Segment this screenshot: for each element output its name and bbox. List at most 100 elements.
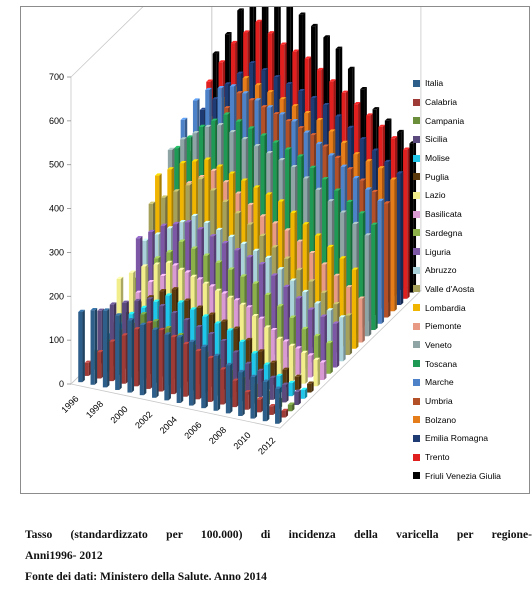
bar <box>307 381 314 393</box>
legend-swatch <box>413 154 420 162</box>
legend-swatch <box>413 472 420 480</box>
legend-label: Campania <box>425 115 465 126</box>
legend-swatch <box>413 341 420 349</box>
legend-swatch <box>413 416 420 424</box>
bar <box>345 313 353 356</box>
legend-item: Lombardia <box>413 298 532 317</box>
bar <box>213 353 221 411</box>
legend-label: Valle d'Aosta <box>425 283 475 294</box>
bar <box>377 198 385 324</box>
y-axis-ticks: 0 100 200 300 400 500 600 700 <box>49 72 71 389</box>
bar <box>96 350 104 379</box>
bar <box>319 360 327 381</box>
bar <box>339 315 346 362</box>
x-tick-label: 2008 <box>207 425 228 446</box>
bar <box>351 267 359 349</box>
bar <box>195 348 202 400</box>
legend-item: Calabria <box>413 93 532 112</box>
legend-item: Molise <box>413 149 532 168</box>
bar <box>281 382 289 403</box>
x-tick-label: 2000 <box>109 404 130 425</box>
legend-label: Emilia Romagna <box>425 433 489 444</box>
bar <box>294 389 301 406</box>
y-tick-label: 600 <box>49 116 64 126</box>
legend-item: Piemonte <box>413 317 532 336</box>
x-tick-label: 1996 <box>59 394 80 415</box>
bar <box>383 201 391 318</box>
bar <box>371 222 378 331</box>
legend-swatch <box>413 304 420 312</box>
legend-item: Veneto <box>413 336 532 355</box>
bar <box>326 340 333 374</box>
bar <box>201 344 208 409</box>
chart-bars <box>78 7 417 424</box>
legend-item: Italia <box>413 74 532 93</box>
bar <box>358 296 365 343</box>
legend-label: Sardegna <box>425 227 463 238</box>
y-tick-label: 100 <box>49 335 64 345</box>
bar <box>207 355 215 402</box>
bar <box>288 343 296 382</box>
legend-swatch <box>413 117 420 125</box>
bar <box>403 147 410 299</box>
legend-swatch <box>413 248 420 256</box>
legend-swatch <box>413 266 420 274</box>
bar <box>275 386 282 424</box>
bar <box>139 322 147 396</box>
bar <box>282 339 290 373</box>
bar <box>276 336 284 379</box>
legend-item: Lazio <box>413 186 532 205</box>
bar <box>313 357 321 387</box>
bar <box>332 321 340 368</box>
bar <box>232 378 239 408</box>
x-tick-label: 2012 <box>256 435 277 456</box>
legend-swatch <box>413 98 420 106</box>
legend-item: Bolzano <box>413 410 532 429</box>
legend-item: Friuli Venezia Giulia <box>413 466 532 485</box>
legend-item: Campania <box>413 111 532 130</box>
legend-item: Abruzzo <box>413 261 532 280</box>
bar <box>238 369 245 416</box>
bar <box>152 327 159 398</box>
x-tick-label: 2006 <box>182 420 203 441</box>
bar <box>90 308 98 385</box>
legend-label: Veneto <box>425 339 452 350</box>
legend-swatch <box>413 191 420 199</box>
bar <box>176 334 184 403</box>
bar <box>250 374 258 419</box>
legend-label: Bolzano <box>425 414 457 425</box>
bar <box>188 339 196 406</box>
bar <box>282 367 290 388</box>
legend-item: Puglia <box>413 167 532 186</box>
legend-item: Sardegna <box>413 224 532 243</box>
x-tick-label: 2010 <box>232 430 253 451</box>
legend-label: Molise <box>425 153 450 164</box>
bar <box>307 353 315 378</box>
legend-swatch <box>413 229 420 237</box>
legend-swatch <box>413 210 420 218</box>
legend-item: Emilia Romagna <box>413 429 532 448</box>
legend-label: Lombardia <box>425 302 466 313</box>
bar <box>320 314 327 365</box>
legend-swatch <box>413 135 420 143</box>
caption-source: Fonte dei dati: Ministero della Salute. … <box>25 570 267 583</box>
caption-title-line2: Anni1996- 2012 <box>25 549 103 562</box>
legend-label: Umbria <box>425 396 453 407</box>
legend-swatch <box>413 79 420 87</box>
x-tick-label: 2004 <box>158 414 179 435</box>
legend-swatch <box>413 397 420 405</box>
y-tick-label: 200 <box>49 291 64 301</box>
bar <box>115 313 122 390</box>
legend-swatch <box>413 453 420 461</box>
chart-frame: 0 100 200 300 400 500 600 700 1996 1998 2000 2002 2… <box>20 6 530 494</box>
legend-label: Italia <box>425 78 444 89</box>
bar <box>256 396 264 413</box>
chart-legend: Italia Calabria Campania Sicilia Molise Pugli… <box>413 74 532 485</box>
bar <box>269 403 276 415</box>
legend-label: Abruzzo <box>425 265 457 276</box>
bar <box>219 367 227 405</box>
legend-item: Marche <box>413 373 532 392</box>
legend-label: Sicilia <box>425 134 448 145</box>
bar <box>300 387 308 399</box>
